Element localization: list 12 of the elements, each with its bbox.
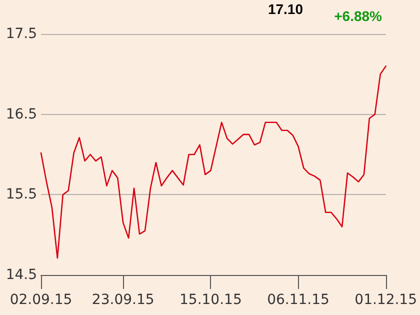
text: +6.88% — [334, 8, 383, 24]
x-tick-label: 15.10.15 — [180, 292, 242, 308]
y-tick-label: 17.5 — [6, 26, 37, 42]
x-tick-label: 01.12.15 — [354, 292, 417, 308]
text: 17.10 — [268, 1, 304, 17]
line-series — [40, 65, 386, 259]
x-tick-label: 06.11.15 — [267, 292, 330, 308]
y-tick-label: 16.5 — [6, 106, 37, 122]
y-tick-label: 14.5 — [6, 267, 37, 283]
x-tick-label: 02.09.15 — [10, 292, 72, 308]
y-tick-label: 15.5 — [6, 186, 37, 203]
x-tick-label: 23.09.15 — [92, 292, 154, 308]
